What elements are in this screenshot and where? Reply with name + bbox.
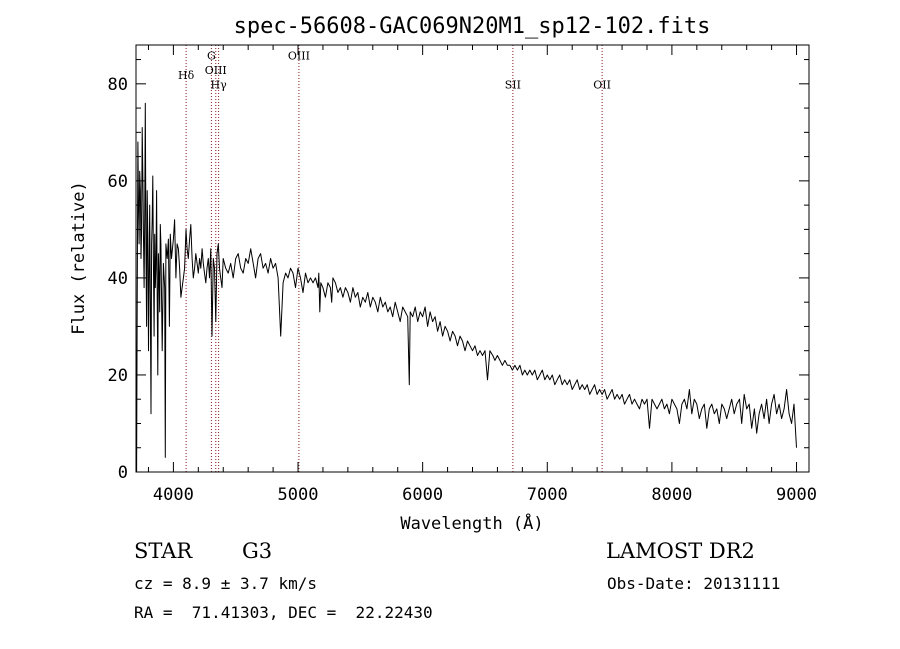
plot-frame <box>135 44 810 473</box>
emission-line-label: Hγ <box>211 79 228 92</box>
y-axis-label: Flux (relative) <box>69 181 89 335</box>
x-tick-label: 9000 <box>776 485 817 505</box>
y-axis-ticks: 0 20 40 60 80 <box>108 59 809 483</box>
emission-line-label: OII <box>593 79 611 92</box>
x-tick-label: 8000 <box>651 485 692 505</box>
object-class: STAR <box>134 539 193 563</box>
survey-name: LAMOST DR2 <box>606 539 755 563</box>
y-tick-label: 20 <box>108 366 128 386</box>
spectrum-line <box>136 102 797 473</box>
y-tick-label: 40 <box>108 269 128 289</box>
y-tick-label: 0 <box>118 463 128 483</box>
emission-line-label: Hδ <box>178 69 195 82</box>
emission-line-label: G <box>207 50 216 63</box>
x-tick-label: 6000 <box>402 485 443 505</box>
x-tick-label: 5000 <box>278 485 319 505</box>
chart-title: spec-56608-GAC069N20M1_sp12-102.fits <box>234 14 711 39</box>
emission-line-label: OIII <box>205 64 227 77</box>
object-subclass: G3 <box>242 539 273 563</box>
x-tick-label: 4000 <box>153 485 194 505</box>
x-axis-ticks: 4000 5000 6000 7000 8000 9000 <box>147 45 817 505</box>
x-tick-label: 7000 <box>527 485 568 505</box>
redshift-text: cz = 8.9 ± 3.7 km/s <box>134 574 318 593</box>
coordinates-text: RA = 71.41303, DEC = 22.22430 <box>134 603 433 622</box>
emission-line-label: OIII <box>288 50 310 63</box>
y-tick-label: 60 <box>108 172 128 192</box>
emission-line-label: SII <box>505 79 521 92</box>
observation-date: Obs-Date: 20131111 <box>607 574 781 593</box>
y-tick-label: 80 <box>108 75 128 95</box>
x-axis-label: Wavelength (Å) <box>400 512 543 534</box>
